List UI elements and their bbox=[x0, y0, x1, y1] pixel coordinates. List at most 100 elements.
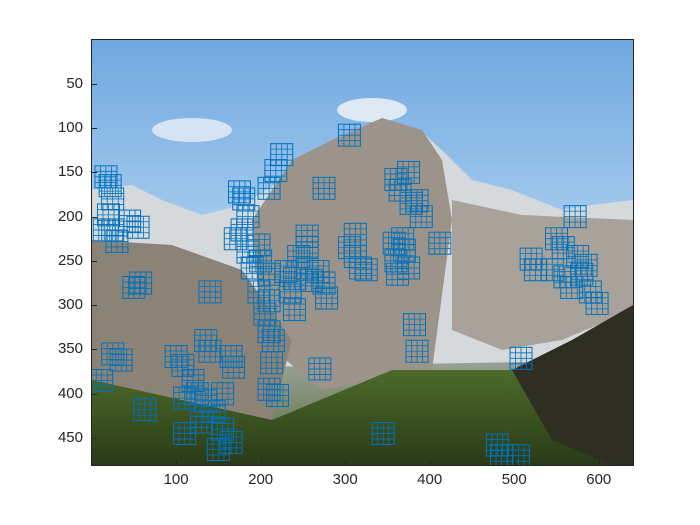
x-tick-label: 100 bbox=[163, 471, 189, 488]
feature-marker bbox=[544, 227, 568, 251]
cloud-shape bbox=[337, 98, 407, 122]
y-tick-mark bbox=[92, 393, 97, 395]
feature-marker bbox=[574, 253, 598, 277]
feature-marker bbox=[428, 231, 452, 255]
feature-marker bbox=[405, 339, 429, 363]
x-tick-label: 200 bbox=[248, 471, 274, 488]
feature-marker bbox=[409, 205, 433, 229]
y-tick-label: 350 bbox=[57, 340, 83, 358]
x-tick-mark bbox=[345, 459, 347, 464]
y-tick-label: 50 bbox=[66, 74, 83, 92]
feature-marker bbox=[343, 222, 367, 246]
feature-marker bbox=[101, 187, 125, 211]
feature-marker bbox=[278, 280, 302, 304]
feature-marker bbox=[315, 286, 339, 310]
feature-marker bbox=[122, 275, 146, 299]
feature-marker bbox=[171, 353, 195, 377]
feature-marker bbox=[92, 218, 116, 242]
feature-marker bbox=[570, 262, 594, 286]
y-tick-label: 200 bbox=[57, 207, 83, 225]
y-tick-label: 250 bbox=[57, 251, 83, 269]
feature-marker bbox=[257, 377, 281, 401]
feature-marker bbox=[260, 351, 284, 375]
y-tick-mark bbox=[92, 260, 97, 262]
feature-marker bbox=[232, 187, 256, 211]
feature-marker bbox=[287, 244, 311, 268]
y-tick-mark bbox=[92, 216, 97, 218]
feature-marker bbox=[129, 271, 153, 295]
y-tick-mark bbox=[92, 437, 97, 439]
feature-marker bbox=[173, 422, 197, 446]
feature-marker bbox=[506, 444, 530, 465]
feature-marker bbox=[337, 123, 361, 147]
feature-marker bbox=[257, 176, 281, 200]
feature-marker bbox=[211, 417, 235, 441]
feature-marker bbox=[181, 368, 205, 392]
y-tick-mark bbox=[92, 305, 97, 307]
photo-plot bbox=[92, 40, 633, 465]
feature-marker bbox=[391, 227, 415, 251]
y-tick-mark bbox=[92, 128, 97, 130]
feature-marker bbox=[219, 430, 243, 454]
y-tick-mark bbox=[92, 349, 97, 351]
forest-valley bbox=[92, 370, 612, 465]
feature-marker bbox=[312, 176, 336, 200]
feature-marker bbox=[247, 280, 271, 304]
feature-marker bbox=[270, 143, 294, 167]
feature-marker bbox=[126, 215, 150, 239]
feature-marker bbox=[253, 302, 277, 326]
y-tick-label: 300 bbox=[57, 296, 83, 314]
feature-marker bbox=[295, 236, 319, 260]
x-tick-mark bbox=[176, 459, 178, 464]
feature-marker bbox=[397, 160, 421, 184]
feature-marker bbox=[578, 280, 602, 304]
y-tick-label: 150 bbox=[57, 163, 83, 181]
feature-marker bbox=[509, 346, 533, 370]
y-tick-label: 400 bbox=[57, 384, 83, 402]
feature-marker bbox=[118, 209, 142, 233]
x-tick-mark bbox=[598, 459, 600, 464]
y-tick-mark bbox=[92, 172, 97, 174]
y-tick-label: 450 bbox=[57, 428, 83, 446]
feature-marker bbox=[402, 313, 426, 337]
feature-marker bbox=[306, 260, 330, 284]
x-tick-mark bbox=[514, 459, 516, 464]
feature-marker bbox=[563, 205, 587, 229]
feature-marker bbox=[133, 398, 157, 422]
x-tick-label: 500 bbox=[501, 471, 527, 488]
feature-marker bbox=[308, 357, 332, 381]
half-dome-rock bbox=[252, 118, 452, 390]
x-tick-mark bbox=[429, 459, 431, 464]
feature-marker bbox=[257, 320, 281, 344]
feature-marker bbox=[101, 342, 125, 366]
feature-marker bbox=[236, 205, 260, 229]
y-tick-mark bbox=[92, 83, 97, 85]
feature-marker bbox=[198, 280, 222, 304]
feature-marker bbox=[266, 383, 290, 407]
feature-marker bbox=[228, 180, 252, 204]
y-tick-label: 100 bbox=[57, 119, 83, 137]
feature-marker bbox=[405, 189, 429, 213]
feature-markers bbox=[92, 123, 609, 465]
feature-marker bbox=[92, 368, 114, 392]
feature-marker bbox=[354, 258, 378, 282]
x-tick-label: 600 bbox=[586, 471, 612, 488]
x-tick-label: 400 bbox=[417, 471, 443, 488]
feature-marker bbox=[96, 203, 120, 227]
x-tick-mark bbox=[260, 459, 262, 464]
cloud-shape bbox=[152, 118, 232, 142]
feature-marker bbox=[397, 256, 421, 280]
feature-marker bbox=[312, 271, 336, 295]
image-axes bbox=[91, 39, 634, 466]
feature-marker bbox=[109, 348, 133, 372]
feature-marker bbox=[98, 174, 122, 198]
feature-marker bbox=[282, 298, 306, 322]
feature-marker bbox=[399, 191, 423, 215]
feature-marker bbox=[257, 289, 281, 313]
feature-marker bbox=[222, 355, 246, 379]
feature-marker bbox=[566, 244, 590, 268]
feature-marker bbox=[371, 422, 395, 446]
feature-marker bbox=[211, 382, 235, 406]
feature-marker bbox=[585, 291, 609, 315]
